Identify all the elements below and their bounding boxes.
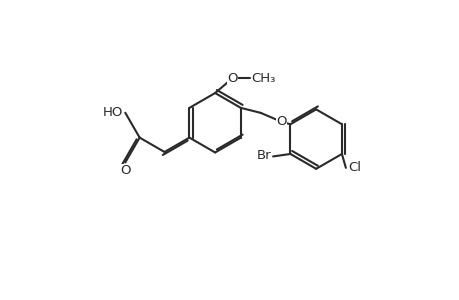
Text: Cl: Cl: [347, 161, 360, 174]
Text: O: O: [120, 164, 130, 178]
Text: HO: HO: [102, 106, 123, 119]
Text: O: O: [276, 115, 286, 128]
Text: Br: Br: [256, 149, 270, 162]
Text: CH₃: CH₃: [250, 72, 274, 85]
Text: O: O: [227, 72, 237, 85]
